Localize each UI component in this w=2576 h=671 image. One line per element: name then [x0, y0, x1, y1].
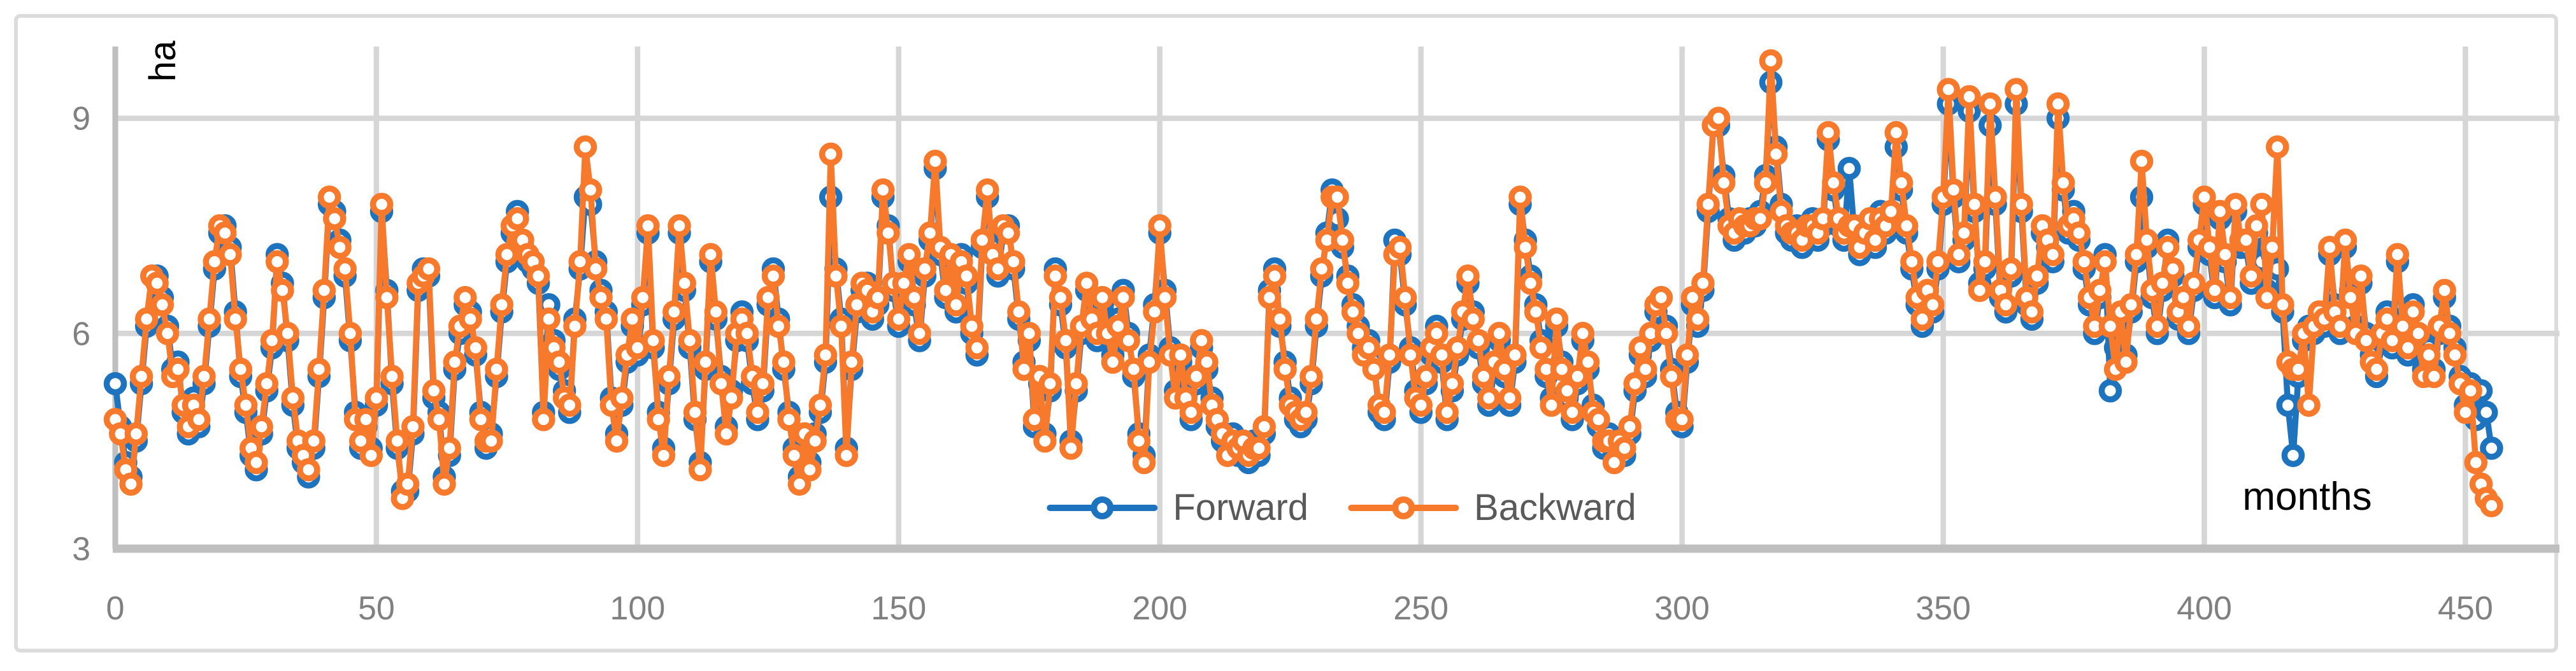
svg-text:0: 0 — [106, 590, 125, 627]
svg-text:300: 300 — [1654, 590, 1710, 627]
forward-legend-dot — [1091, 496, 1114, 519]
backward-series — [103, 49, 2503, 517]
backward-line — [112, 57, 2495, 509]
legend-item-backward: Backward — [1348, 489, 1636, 526]
svg-text:9: 9 — [72, 101, 90, 138]
svg-text:250: 250 — [1393, 590, 1449, 627]
legend-item-forward: Forward — [1047, 489, 1308, 526]
svg-text:100: 100 — [610, 590, 666, 627]
x-axis-title: months — [2242, 475, 2372, 519]
svg-text:50: 50 — [358, 590, 395, 627]
backward-legend-label: Backward — [1474, 487, 1636, 528]
y-axis-title: ha — [142, 40, 183, 82]
y-tick-labels: 3 6 9 — [72, 101, 90, 568]
svg-text:150: 150 — [871, 590, 926, 627]
backward-legend-marker-icon — [1348, 496, 1459, 520]
backward-legend-dot — [1392, 496, 1415, 519]
svg-text:450: 450 — [2438, 590, 2493, 627]
svg-text:200: 200 — [1132, 590, 1187, 627]
svg-text:400: 400 — [2177, 590, 2232, 627]
svg-text:3: 3 — [72, 531, 90, 568]
svg-text:6: 6 — [72, 315, 90, 352]
x-tick-labels: 0 50 100 150 200 250 300 350 400 450 — [106, 590, 2493, 627]
svg-text:350: 350 — [1915, 590, 1971, 627]
forward-legend-label: Forward — [1173, 487, 1309, 528]
forward-legend-marker-icon — [1047, 496, 1158, 520]
chart-legend: Forward Backward — [1047, 489, 1636, 526]
